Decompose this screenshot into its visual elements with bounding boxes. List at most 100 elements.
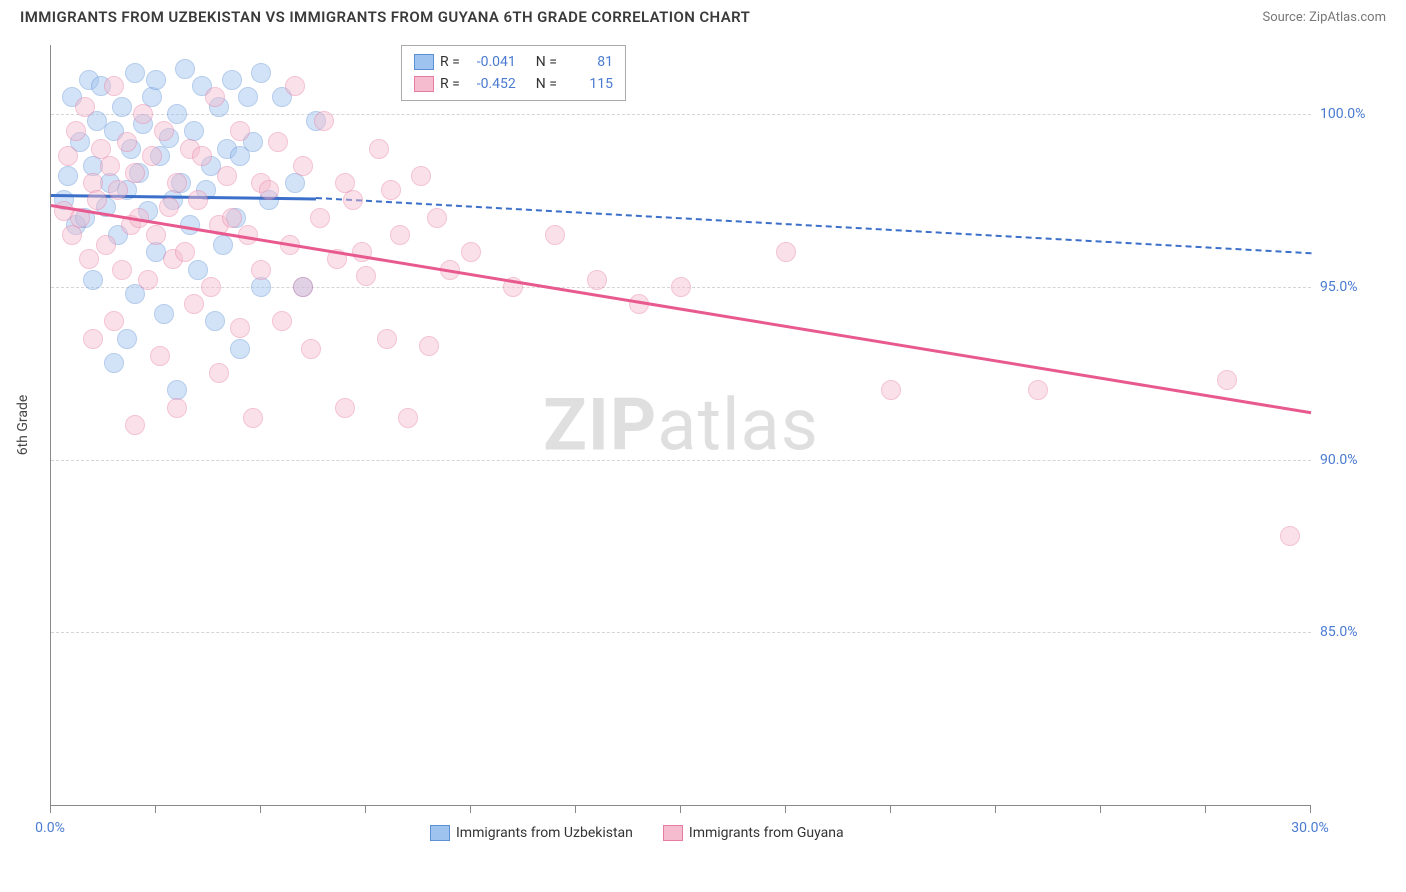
scatter-point: [62, 225, 82, 245]
scatter-point: [238, 87, 258, 107]
scatter-point: [154, 304, 174, 324]
scatter-point: [251, 260, 271, 280]
scatter-point: [83, 329, 103, 349]
scatter-point: [335, 398, 355, 418]
scatter-point: [356, 266, 376, 286]
scatter-point: [377, 329, 397, 349]
xtick: [1100, 805, 1101, 813]
scatter-point: [112, 260, 132, 280]
scatter-point: [201, 277, 221, 297]
scatter-point: [343, 190, 363, 210]
scatter-point: [230, 121, 250, 141]
ytick-label: 100.0%: [1320, 106, 1365, 122]
stats-legend: R =-0.041N =81R =-0.452N =115: [401, 45, 626, 101]
scatter-point: [398, 408, 418, 428]
scatter-point: [217, 166, 237, 186]
scatter-point: [268, 132, 288, 152]
n-label: N =: [536, 54, 557, 70]
scatter-point: [167, 173, 187, 193]
scatter-point: [230, 339, 250, 359]
scatter-point: [83, 270, 103, 290]
stats-legend-row: R = -0.041 N = 81: [414, 51, 613, 73]
swatch-uzbekistan: [430, 825, 450, 841]
bottom-legend: Immigrants from Uzbekistan Immigrants fr…: [430, 825, 844, 841]
watermark-bold: ZIP: [543, 383, 657, 468]
n-value: 81: [563, 54, 613, 70]
scatter-point: [104, 353, 124, 373]
scatter-point: [230, 318, 250, 338]
chart-container: IMMIGRANTS FROM UZBEKISTAN VS IMMIGRANTS…: [0, 0, 1406, 892]
scatter-point: [146, 70, 166, 90]
scatter-point: [222, 70, 242, 90]
xtick: [680, 805, 681, 813]
scatter-point: [125, 63, 145, 83]
scatter-point: [205, 311, 225, 331]
xtick: [1310, 805, 1311, 813]
scatter-point: [301, 339, 321, 359]
scatter-point: [293, 277, 313, 297]
scatter-point: [100, 156, 120, 176]
legend-item-guyana: Immigrants from Guyana: [663, 825, 844, 841]
xtick: [470, 805, 471, 813]
scatter-point: [146, 225, 166, 245]
scatter-point: [104, 76, 124, 96]
stats-swatch: [414, 76, 434, 92]
scatter-point: [205, 87, 225, 107]
scatter-point: [192, 146, 212, 166]
xtick: [50, 805, 51, 813]
legend-label-uzbekistan: Immigrants from Uzbekistan: [456, 825, 633, 841]
scatter-point: [461, 242, 481, 262]
xtick: [365, 805, 366, 813]
scatter-point: [188, 260, 208, 280]
scatter-point: [79, 249, 99, 269]
y-axis-label: 6th Grade: [15, 395, 31, 456]
scatter-point: [138, 270, 158, 290]
scatter-point: [87, 190, 107, 210]
grid-line-h: [51, 632, 1311, 633]
plot-area: ZIPatlas R =-0.041N =81R =-0.452N =115: [50, 45, 1311, 806]
trend-line-solid: [51, 204, 1311, 414]
scatter-point: [285, 76, 305, 96]
scatter-point: [167, 104, 187, 124]
scatter-point: [587, 270, 607, 290]
scatter-point: [58, 146, 78, 166]
ytick-label: 95.0%: [1320, 279, 1358, 295]
swatch-guyana: [663, 825, 683, 841]
scatter-point: [142, 146, 162, 166]
xtick-label: 0.0%: [35, 820, 65, 836]
scatter-point: [251, 277, 271, 297]
grid-line-h: [51, 114, 1311, 115]
scatter-point: [671, 277, 691, 297]
scatter-point: [314, 111, 334, 131]
scatter-point: [125, 415, 145, 435]
legend-label-guyana: Immigrants from Guyana: [689, 825, 844, 841]
n-value: 115: [563, 76, 613, 92]
scatter-point: [188, 190, 208, 210]
scatter-point: [117, 329, 137, 349]
scatter-point: [390, 225, 410, 245]
watermark-light: atlas: [657, 383, 819, 468]
chart-wrap: 6th Grade ZIPatlas R =-0.041N =81R =-0.4…: [50, 45, 1390, 835]
scatter-point: [545, 225, 565, 245]
scatter-point: [104, 311, 124, 331]
r-value: -0.041: [466, 54, 516, 70]
stats-swatch: [414, 54, 434, 70]
scatter-point: [96, 235, 116, 255]
stats-legend-row: R =-0.452N =115: [414, 73, 613, 95]
scatter-point: [213, 235, 233, 255]
scatter-point: [310, 208, 330, 228]
scatter-point: [150, 346, 170, 366]
ytick-label: 90.0%: [1320, 452, 1358, 468]
n-label: N =: [536, 76, 557, 92]
xtick: [575, 805, 576, 813]
r-label: R =: [440, 54, 460, 70]
source-label: Source: ZipAtlas.com: [1262, 10, 1386, 25]
scatter-point: [419, 336, 439, 356]
xtick: [995, 805, 996, 813]
scatter-point: [776, 242, 796, 262]
scatter-point: [1217, 370, 1237, 390]
xtick-label: 30.0%: [1291, 820, 1329, 836]
scatter-point: [159, 197, 179, 217]
scatter-point: [251, 63, 271, 83]
legend-item-uzbekistan: Immigrants from Uzbekistan: [430, 825, 633, 841]
